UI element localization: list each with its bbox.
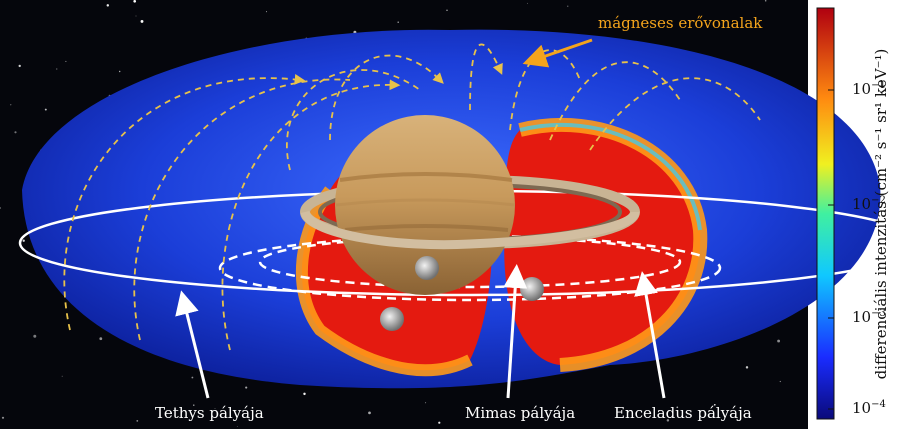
- star: [676, 406, 679, 409]
- star: [56, 68, 58, 70]
- mimas-orbit-label: Mimas pályája: [465, 404, 576, 422]
- star: [368, 411, 371, 415]
- star: [133, 0, 137, 3]
- star: [236, 425, 238, 427]
- star: [245, 386, 248, 389]
- star: [136, 420, 139, 422]
- colorbar-tick-1: 10−1: [852, 80, 886, 98]
- star: [438, 421, 441, 424]
- enceladus-orbit-label: Enceladus pályája: [614, 404, 752, 422]
- colorbar-tick-3: 10−3: [852, 308, 886, 326]
- colorbar: [816, 7, 835, 420]
- saturn: [335, 115, 515, 295]
- star: [61, 375, 63, 377]
- field-lines-arrow: [522, 38, 593, 68]
- star: [65, 60, 67, 62]
- colorbar-tick-4: 10−4: [852, 399, 886, 417]
- star: [44, 108, 47, 111]
- star: [0, 207, 1, 209]
- star: [567, 5, 569, 7]
- star: [119, 70, 121, 73]
- mimas-moon: [415, 256, 439, 280]
- enceladus-moon: [520, 277, 544, 301]
- star: [527, 2, 528, 4]
- star: [18, 64, 21, 68]
- star: [22, 239, 25, 242]
- star: [425, 402, 427, 404]
- magnetic-field-lines-label: mágneses erővonalak: [598, 14, 763, 32]
- colorbar-ticks: [828, 89, 834, 410]
- star: [764, 0, 767, 2]
- star: [193, 404, 195, 406]
- star: [33, 334, 37, 338]
- colorbar-tick-2: 10−2: [852, 195, 886, 213]
- star: [303, 392, 306, 396]
- star: [446, 9, 448, 12]
- star: [779, 380, 781, 383]
- star: [106, 4, 110, 7]
- star: [713, 403, 716, 406]
- star: [214, 407, 216, 409]
- colorbar-title: differenciális intenzitás (cm⁻² s⁻¹ sr¹ …: [872, 48, 890, 380]
- mimas-arrow: [503, 264, 528, 399]
- star: [777, 339, 781, 343]
- star: [140, 19, 144, 23]
- star: [1, 416, 5, 419]
- star: [10, 104, 12, 106]
- star: [397, 21, 399, 23]
- tethys-moon: [380, 307, 404, 331]
- star: [266, 11, 267, 13]
- tethys-orbit-label: Tethys pályája: [155, 404, 264, 422]
- magnetic-field-lines: [63, 43, 761, 351]
- star: [191, 376, 194, 379]
- star: [135, 15, 137, 17]
- tethys-arrow: [175, 290, 210, 399]
- star: [14, 131, 17, 134]
- mimas-orbit: [258, 235, 682, 289]
- enceladus-arrow: [634, 271, 666, 399]
- star: [745, 366, 749, 369]
- star: [666, 419, 670, 422]
- star: [99, 337, 103, 341]
